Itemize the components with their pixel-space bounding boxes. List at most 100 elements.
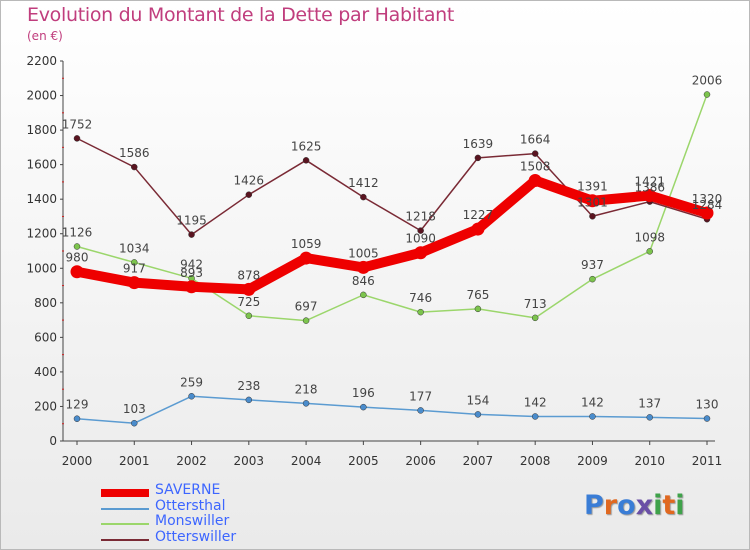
x-tick-label: 2002 (176, 454, 207, 468)
data-label-monswiller: 725 (237, 295, 260, 309)
data-point-otterswiller (474, 154, 482, 162)
data-label-otterswiller: 1412 (348, 176, 379, 190)
data-label-monswiller: 713 (524, 297, 547, 311)
data-point-ottersthal (589, 413, 596, 420)
y-tick-label: 200 (34, 399, 57, 413)
data-label-monswiller: 1098 (634, 230, 665, 244)
data-point-saverne (528, 174, 542, 188)
data-point-monswiller (474, 305, 482, 313)
logo-letter: t (662, 490, 676, 521)
data-label-otterswiller: 1586 (119, 146, 150, 160)
legend-swatch-ottersthal (101, 507, 149, 510)
data-point-monswiller (73, 243, 81, 250)
data-label-otterswiller: 1664 (520, 133, 551, 147)
data-point-ottersthal (417, 407, 424, 414)
data-point-saverne (471, 222, 485, 236)
data-label-otterswiller: 1386 (634, 181, 665, 195)
x-tick-label: 2011 (692, 454, 723, 468)
series-layer (70, 91, 714, 427)
logo-letter: i (653, 490, 663, 521)
data-label-ottersthal: 196 (352, 386, 375, 400)
x-tick-label: 2009 (577, 454, 608, 468)
data-point-monswiller (646, 248, 653, 255)
legend-swatch-monswiller (101, 523, 149, 525)
data-label-ottersthal: 177 (409, 389, 432, 403)
axes: 0 200 400 600 800 1000 1200 1400 1600 1800 2000 220… (26, 54, 722, 468)
data-label-layer: 129 103 259 238 218 196 177 154 142 142 137 130 1126… (62, 74, 723, 417)
data-point-monswiller (131, 259, 138, 266)
data-point-saverne (185, 280, 199, 294)
x-tick-label: 2008 (520, 454, 551, 468)
y-tick-label: 1800 (26, 123, 57, 137)
series-line-saverne (72, 175, 712, 295)
data-point-ottersthal (360, 403, 367, 411)
y-tick-label: 800 (34, 296, 57, 310)
x-tick-label: 2001 (119, 454, 150, 468)
data-label-saverne: 893 (180, 266, 203, 280)
y-tick-label: 600 (34, 330, 57, 344)
x-tick-label: 2000 (62, 454, 93, 468)
data-point-monswiller (531, 314, 539, 322)
data-label-otterswiller: 1218 (405, 210, 436, 224)
data-point-ottersthal (73, 415, 81, 422)
data-point-otterswiller (131, 163, 138, 171)
data-point-ottersthal (302, 400, 310, 407)
data-point-monswiller (703, 91, 711, 98)
y-tick-label: 1600 (26, 158, 57, 172)
data-label-monswiller: 846 (352, 274, 375, 288)
data-label-otterswiller: 1426 (234, 174, 265, 188)
data-point-otterswiller (302, 157, 310, 164)
x-tick-label: 2005 (348, 454, 379, 468)
data-label-saverne: 917 (123, 262, 146, 276)
data-point-saverne (242, 282, 256, 296)
logo-letter: r (603, 490, 618, 521)
data-point-ottersthal (646, 414, 653, 421)
logo-letter: o (617, 490, 636, 521)
series-saverne (70, 174, 714, 296)
data-label-monswiller: 1034 (119, 241, 150, 255)
data-label-saverne: 1059 (291, 237, 322, 251)
y-tick-label: 1000 (26, 261, 57, 275)
data-point-saverne (414, 246, 428, 260)
data-point-saverne (585, 194, 599, 208)
x-tick-label: 2004 (291, 454, 322, 468)
data-point-otterswiller (245, 191, 253, 198)
data-point-ottersthal (531, 413, 539, 420)
series-line-otterswiller (76, 137, 708, 236)
data-point-monswiller (589, 275, 596, 283)
data-label-saverne: 1320 (692, 192, 723, 206)
data-label-ottersthal: 259 (180, 375, 203, 389)
data-point-ottersthal (474, 411, 482, 418)
data-label-otterswiller: 1625 (291, 139, 322, 153)
data-label-saverne: 1227 (463, 208, 494, 222)
legend-swatch-otterswiller (101, 538, 149, 541)
data-label-ottersthal: 218 (295, 382, 318, 396)
data-label-saverne: 878 (237, 268, 260, 282)
data-label-ottersthal: 154 (466, 393, 489, 407)
series-ottersthal (73, 393, 711, 427)
logo-letter: x (635, 490, 654, 521)
data-label-otterswiller: 1301 (577, 195, 608, 209)
data-point-saverne (70, 265, 84, 279)
y-tick-label: 1400 (26, 192, 57, 206)
x-tick-label: 2007 (463, 454, 494, 468)
data-point-monswiller (245, 312, 253, 320)
data-point-otterswiller (417, 227, 424, 234)
data-label-monswiller: 937 (581, 258, 604, 272)
legend-label-saverne: SAVERNE (155, 482, 221, 498)
y-tick-label: 2200 (26, 54, 57, 68)
data-point-otterswiller (531, 150, 539, 157)
data-label-ottersthal: 238 (237, 379, 260, 393)
y-tick-label: 1200 (26, 227, 57, 241)
data-point-otterswiller (188, 231, 195, 238)
legend-label-otterswiller: Otterswiller (155, 528, 237, 545)
series-otterswiller (73, 135, 711, 238)
data-label-saverne: 1090 (405, 232, 436, 246)
data-point-saverne (356, 260, 370, 274)
data-label-monswiller: 746 (409, 291, 432, 305)
data-label-otterswiller: 1195 (176, 214, 207, 228)
data-label-ottersthal: 142 (581, 395, 604, 409)
data-point-otterswiller (360, 193, 367, 201)
